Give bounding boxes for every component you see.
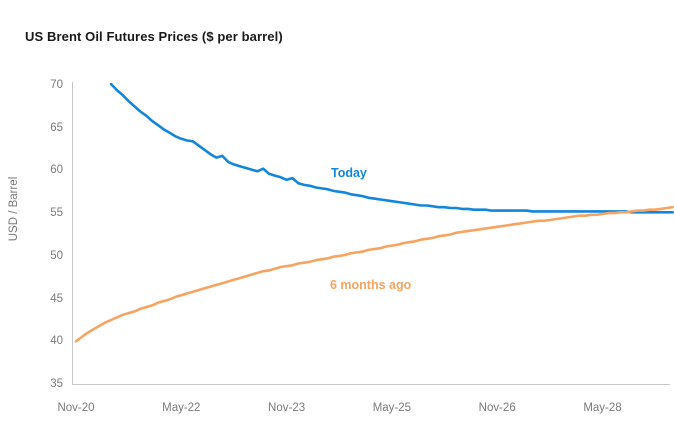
y-tick-label: 35	[50, 378, 63, 390]
axis-lines	[72, 82, 670, 385]
x-tick-label: May-22	[162, 402, 201, 414]
y-tick-label: 70	[50, 78, 63, 91]
y-tick-label: 45	[50, 292, 63, 305]
x-tick-label: May-25	[372, 402, 412, 414]
y-tick-label: 60	[50, 164, 63, 177]
series-label-today: Today	[331, 166, 367, 180]
x-tick-label: May-28	[583, 402, 622, 414]
x-tick-label: Nov-20	[57, 402, 95, 414]
series-line-today	[109, 82, 674, 214]
series-line-6-months-ago	[74, 205, 674, 343]
y-tick-label: 50	[50, 249, 63, 262]
y-tick-label: 40	[50, 335, 63, 348]
x-tick-label: Nov-23	[268, 402, 306, 414]
x-tick-label: Nov-26	[478, 402, 516, 414]
series-label-6-months-ago: 6 months ago	[330, 278, 412, 292]
chart-title: US Brent Oil Futures Prices ($ per barre…	[25, 29, 283, 44]
y-tick-label: 65	[50, 121, 63, 134]
y-tick-label: 55	[50, 207, 63, 220]
